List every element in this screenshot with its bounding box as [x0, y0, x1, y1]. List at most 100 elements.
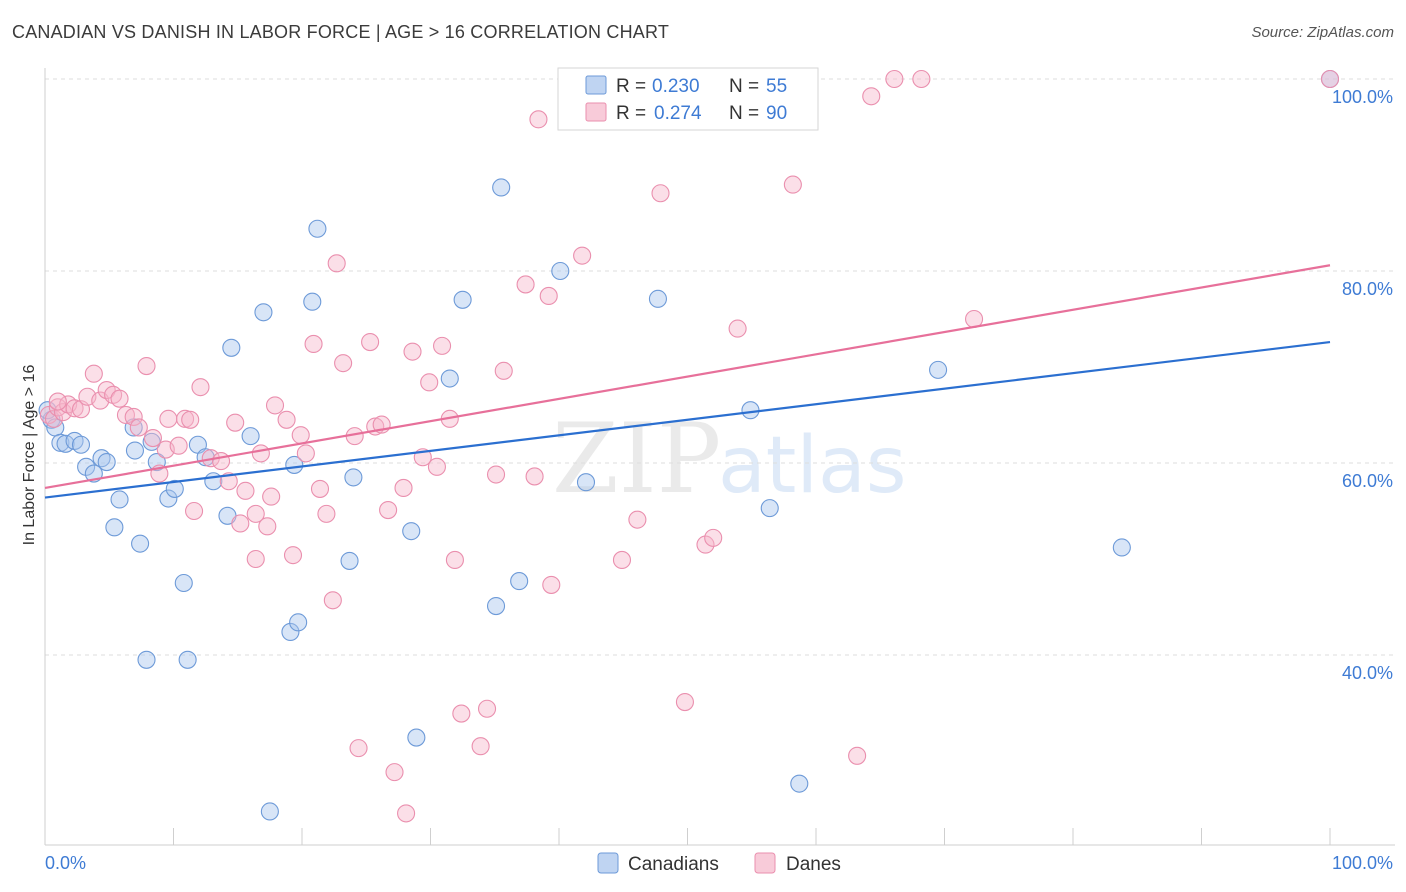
legend-n-value-canadians: 55 [766, 76, 787, 97]
danes-point [334, 354, 353, 373]
danes-point [573, 246, 592, 265]
canadians-point [510, 572, 529, 591]
x-tick-label: 100.0% [1332, 853, 1393, 873]
danes-point [231, 514, 250, 533]
danes-point [651, 184, 670, 203]
bottom-legend-swatch-canadians [597, 852, 619, 874]
canadians-point [71, 435, 91, 454]
danes-point [349, 739, 368, 758]
canadians-point [929, 360, 948, 379]
danes-point [494, 361, 513, 380]
danes-trend-line [44, 264, 1331, 490]
legend-swatch-danes [585, 102, 607, 122]
danes-point [445, 550, 464, 570]
danes-point [159, 409, 178, 428]
danes-point [394, 478, 413, 498]
canadians-point [453, 290, 472, 309]
bottom-legend: Canadians Danes [597, 852, 841, 875]
canadians-point [241, 427, 260, 446]
danes-point [251, 444, 270, 463]
danes-point [783, 175, 802, 194]
canadians-point [174, 573, 193, 593]
canadians-point [344, 468, 363, 487]
danes-point [65, 399, 84, 418]
canadians-point [1112, 538, 1131, 557]
danes-point [317, 504, 336, 523]
y-tick-label: 80.0% [1342, 279, 1393, 299]
danes-point [525, 467, 544, 486]
danes-point [516, 275, 535, 294]
source-credit: Source: ZipAtlas.com [1251, 24, 1394, 41]
canadians-point [790, 774, 809, 793]
canadians-point [105, 518, 124, 537]
watermark-atlas: atlas [718, 421, 907, 511]
canadians-point [97, 452, 116, 472]
danes-point [219, 472, 238, 491]
danes-point [427, 457, 446, 476]
danes-point [291, 426, 310, 445]
canadians-point [551, 261, 570, 281]
canadians-point [51, 433, 70, 452]
danes-point [385, 763, 404, 782]
canadians-point [137, 650, 156, 669]
danes-point [176, 409, 195, 428]
danes-point [862, 87, 881, 106]
data-points [38, 69, 1340, 823]
axes [44, 68, 1395, 846]
trend-lines [44, 264, 1331, 499]
canadians-point [222, 338, 241, 357]
danes-point [258, 517, 277, 536]
danes-point [246, 504, 265, 523]
danes-point [539, 286, 558, 306]
legend-r-value-canadians: 0.230 [652, 76, 700, 97]
canadians-point [760, 499, 779, 518]
danes-point [110, 389, 129, 408]
danes-point [226, 413, 245, 432]
danes-point [486, 465, 506, 484]
danes-point [361, 332, 380, 352]
danes-point [885, 69, 904, 89]
legend-n-label-canadians: N = [729, 76, 759, 97]
danes-point [246, 549, 265, 569]
danes-point [304, 334, 323, 354]
canadians-point [131, 534, 150, 553]
danes-point [848, 746, 867, 765]
canadians-point [281, 622, 300, 642]
danes-point [296, 444, 315, 463]
canadians-point [125, 441, 144, 460]
legend-n-label-danes: N = [729, 103, 759, 124]
danes-point [84, 364, 103, 383]
danes-point [323, 591, 342, 610]
x-tick-labels: 0.0% 100.0% [45, 853, 1393, 873]
watermark: ZIP atlas [552, 403, 907, 515]
legend-r-value-danes: 0.274 [654, 103, 702, 124]
canadians-point [486, 596, 506, 616]
danes-point [529, 110, 548, 129]
danes-point [124, 407, 143, 426]
canadians-point [402, 522, 421, 541]
danes-point [379, 500, 398, 520]
chart-title: CANADIAN VS DANISH IN LABOR FORCE | AGE … [12, 22, 670, 42]
canadians-point [285, 455, 304, 474]
danes-point [675, 692, 694, 712]
danes-point [433, 336, 452, 355]
danes-point [116, 405, 136, 425]
canadians-point [254, 303, 273, 322]
danes-point [704, 528, 723, 547]
danes-point [1320, 69, 1340, 89]
canadians-point [159, 489, 178, 508]
y-tick-label: 40.0% [1342, 663, 1393, 683]
danes-point [236, 481, 255, 500]
danes-point [211, 452, 231, 471]
danes-point [191, 378, 210, 397]
danes-point [397, 804, 416, 823]
danes-point [612, 550, 632, 570]
canadians-point [741, 401, 760, 420]
canadians-point [147, 452, 166, 472]
canadians-point [303, 292, 322, 311]
bottom-legend-label-danes: Danes [786, 854, 841, 875]
danes-point [48, 392, 67, 411]
danes-point [477, 699, 497, 718]
danes-point [420, 373, 439, 392]
danes-point [452, 704, 471, 723]
